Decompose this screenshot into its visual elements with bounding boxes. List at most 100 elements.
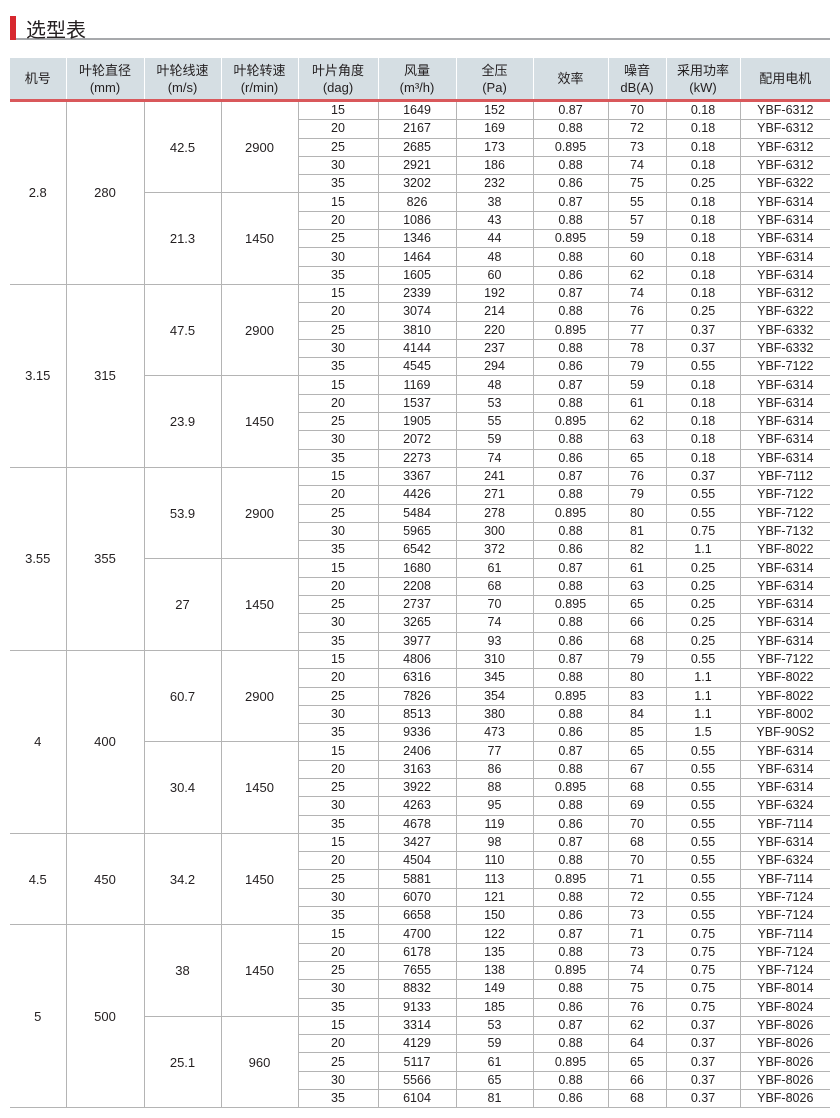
cell-blade-angle: 35	[298, 540, 379, 560]
cell-total-pressure: 48	[455, 247, 534, 267]
cell-noise: 61	[607, 558, 667, 578]
cell-blade-angle: 30	[298, 430, 379, 450]
cell-noise: 78	[607, 339, 667, 359]
cell-air-flow: 5881	[377, 869, 457, 889]
cell-total-pressure: 55	[455, 412, 534, 432]
table-row: 20 3074 214 0.88 76 0.25 YBF-6322	[10, 302, 830, 322]
cell-efficiency: 0.88	[532, 705, 609, 725]
cell-power: 0.25	[665, 302, 741, 322]
table-row: 35 6658 150 0.86 73 0.55 YBF-7124	[10, 906, 830, 926]
cell-total-pressure: 81	[455, 1089, 534, 1109]
cell-power: 0.55	[665, 485, 741, 505]
cell-blade-angle: 20	[298, 760, 379, 779]
cell-efficiency: 0.86	[532, 174, 609, 194]
table-row: 30 2072 59 0.88 63 0.18 YBF-6314	[10, 430, 830, 450]
cell-efficiency: 0.88	[532, 1071, 609, 1091]
cell-noise: 85	[607, 723, 667, 743]
cell-power: 0.18	[665, 247, 741, 267]
cell-blade-angle: 15	[297, 192, 379, 212]
cell-power: 0.55	[665, 741, 741, 761]
cell-total-pressure: 110	[455, 851, 534, 871]
cell-blade-angle: 20	[298, 485, 379, 505]
cell-total-pressure: 138	[455, 961, 534, 981]
cell-efficiency: 0.88	[532, 979, 609, 999]
cell-motor: YBF-6314	[739, 229, 830, 249]
cell-power: 0.18	[665, 449, 741, 468]
cell-total-pressure: 44	[455, 229, 534, 249]
cell-blade-angle: 25	[298, 1052, 379, 1072]
table-row: 30.4 1450 15 2406 77 0.87 65 0.55 YBF-6314	[10, 741, 830, 834]
cell-noise: 69	[607, 796, 667, 816]
cell-blade-angle: 35	[298, 815, 379, 834]
cell-power: 1.1	[665, 687, 741, 706]
table-row: 25 7655 138 0.895 74 0.75 YBF-7124	[10, 961, 830, 981]
cell-air-flow: 5484	[377, 504, 457, 523]
cell-blade-angle: 30	[298, 1071, 379, 1091]
cell-blade-angle: 15	[297, 467, 379, 487]
cell-rotation-speed: 1450	[220, 924, 299, 1017]
cell-total-pressure: 150	[455, 906, 534, 926]
header-unit: (dag)	[322, 79, 354, 95]
cell-air-flow: 4806	[377, 650, 457, 670]
cell-power: 0.18	[665, 138, 741, 157]
cell-air-flow: 3810	[377, 321, 457, 340]
cell-noise: 76	[607, 467, 667, 487]
cell-total-pressure: 149	[455, 979, 534, 999]
cell-air-flow: 2339	[377, 284, 457, 304]
cell-noise: 66	[607, 613, 667, 633]
cell-blade-angle: 30	[298, 796, 379, 816]
cell-air-flow: 2273	[377, 449, 457, 468]
cell-noise: 71	[607, 924, 667, 944]
cell-power: 0.25	[665, 613, 741, 633]
cell-blade-angle: 20	[298, 577, 379, 597]
cell-air-flow: 2167	[377, 119, 457, 139]
cell-tip-speed: 53.9	[143, 467, 222, 560]
cell-motor: YBF-6312	[739, 138, 830, 157]
cell-power: 0.75	[665, 522, 741, 542]
cell-motor: YBF-6312	[739, 119, 830, 139]
table-row: 35 9133 185 0.86 76 0.75 YBF-8024	[10, 998, 830, 1017]
cell-total-pressure: 93	[455, 632, 534, 651]
table-row: 25 7826 354 0.895 83 1.1 YBF-8022	[10, 687, 830, 706]
cell-power: 0.37	[665, 321, 741, 340]
cell-noise: 80	[607, 504, 667, 523]
cell-efficiency: 0.87	[532, 100, 609, 121]
cell-air-flow: 3427	[377, 833, 457, 853]
table-row: 35 1605 60 0.86 62 0.18 YBF-6314	[10, 266, 830, 285]
cell-blade-angle: 20	[298, 943, 379, 962]
cell-efficiency: 0.86	[532, 815, 609, 834]
cell-total-pressure: 278	[455, 504, 534, 523]
cell-blade-angle: 20	[298, 211, 379, 231]
header-label: 叶片角度	[311, 62, 364, 78]
cell-motor: YBF-8026	[739, 1016, 830, 1036]
cell-efficiency: 0.895	[532, 961, 609, 981]
cell-air-flow: 4426	[377, 485, 457, 505]
cell-tip-speed: 27	[144, 558, 222, 651]
cell-machine-no: 2.8	[10, 100, 67, 285]
cell-motor: YBF-6312	[739, 284, 830, 304]
table-row: 35 9336 473 0.86 85 1.5 YBF-90S2	[10, 723, 830, 743]
cell-total-pressure: 77	[455, 741, 534, 761]
table-row: 30 3265 74 0.88 66 0.25 YBF-6314	[10, 613, 830, 633]
cell-power: 0.25	[665, 595, 741, 615]
cell-power: 0.55	[665, 815, 741, 834]
header-tip-speed: 叶轮线速 (m/s)	[144, 58, 222, 102]
cell-tip-speed: 30.4	[144, 741, 222, 834]
cell-noise: 82	[607, 540, 667, 560]
table-row: 2.8 280 42.5 2900 15 1649 152 0.87 70 0.18 YBF-631…	[10, 100, 830, 285]
cell-motor: YBF-7124	[739, 888, 830, 908]
cell-air-flow: 9133	[377, 998, 457, 1017]
table-row: 20 1086 43 0.88 57 0.18 YBF-6314	[10, 211, 830, 231]
cell-motor: YBF-6322	[739, 302, 830, 322]
table-row: 35 6542 372 0.86 82 1.1 YBF-8022	[10, 540, 830, 560]
cell-air-flow: 7826	[377, 687, 457, 706]
cell-efficiency: 0.895	[532, 321, 609, 340]
cell-motor: YBF-6314	[739, 211, 830, 231]
cell-total-pressure: 74	[455, 613, 534, 633]
cell-noise: 62	[607, 412, 667, 432]
cell-blade-angle: 15	[297, 650, 379, 670]
cell-efficiency: 0.88	[532, 339, 609, 359]
header-label: 叶轮直径	[78, 62, 131, 78]
cell-noise: 71	[607, 869, 667, 889]
cell-efficiency: 0.86	[532, 449, 609, 468]
